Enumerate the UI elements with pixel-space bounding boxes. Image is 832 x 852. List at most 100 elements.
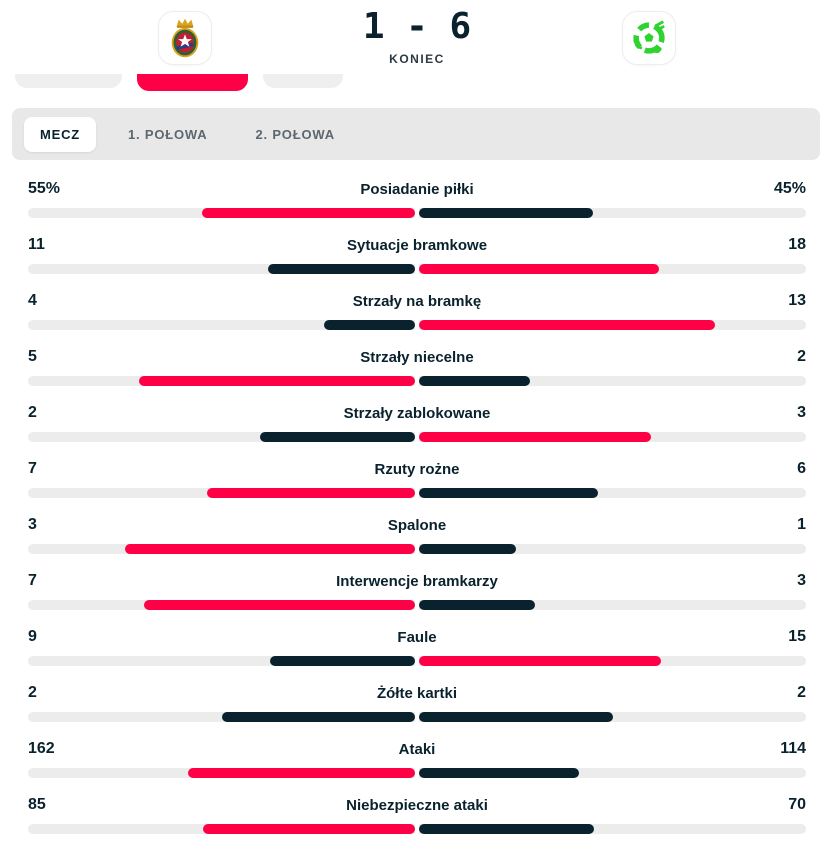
stat-label: Posiadanie piłki bbox=[360, 180, 474, 198]
green-team-crest-icon bbox=[633, 20, 665, 54]
stat-text-line: 4 Strzały na bramkę 13 bbox=[28, 290, 806, 312]
stat-label: Sytuacje bramkowe bbox=[346, 236, 488, 254]
away-bar bbox=[419, 656, 661, 666]
stat-text-line: 3 Spalone 1 bbox=[28, 514, 806, 536]
home-bar bbox=[269, 656, 415, 666]
stat-bar-track bbox=[28, 544, 806, 554]
wisla-krakow-crest-icon bbox=[171, 18, 199, 58]
away-value: 2 bbox=[797, 348, 806, 365]
stats-period-tab-bar: MECZ 1. POŁOWA 2. POŁOWA bbox=[12, 108, 820, 160]
away-bar bbox=[419, 712, 613, 722]
match-score: 1 - 6 bbox=[362, 6, 472, 47]
bar-center-gap bbox=[415, 320, 419, 330]
stat-label: Ataki bbox=[398, 740, 436, 758]
stat-bar-track bbox=[28, 768, 806, 778]
stat-row: 7 Rzuty rożne 6 bbox=[28, 458, 806, 498]
stat-text-line: 11 Sytuacje bramkowe 18 bbox=[28, 234, 806, 256]
away-bar bbox=[419, 488, 598, 498]
stat-text-line: 85 Niebezpieczne ataki 70 bbox=[28, 794, 806, 816]
away-value: 3 bbox=[797, 572, 806, 589]
stat-label: Faule bbox=[397, 628, 437, 646]
filter-chips-row bbox=[0, 74, 832, 91]
home-bar bbox=[187, 768, 415, 778]
stat-bar-track bbox=[28, 712, 806, 722]
away-bar bbox=[419, 600, 536, 610]
home-bar bbox=[221, 712, 415, 722]
filter-chip[interactable] bbox=[263, 74, 343, 88]
stat-bar-track bbox=[28, 376, 806, 386]
home-bar bbox=[268, 264, 415, 274]
away-value: 15 bbox=[788, 628, 806, 645]
home-value: 7 bbox=[28, 460, 37, 477]
home-value: 9 bbox=[28, 628, 37, 645]
home-team-logo[interactable] bbox=[159, 12, 211, 64]
away-bar bbox=[419, 768, 579, 778]
stat-row: 85 Niebezpieczne ataki 70 bbox=[28, 794, 806, 834]
score-block: 1 - 6 KONIEC bbox=[211, 0, 623, 67]
home-value: 3 bbox=[28, 516, 37, 533]
tab-1-polowa[interactable]: 1. POŁOWA bbox=[112, 117, 223, 152]
stat-label: Spalone bbox=[387, 516, 447, 534]
bar-center-gap bbox=[415, 544, 419, 554]
home-value: 85 bbox=[28, 796, 46, 813]
stat-row: 3 Spalone 1 bbox=[28, 514, 806, 554]
stat-bar-track bbox=[28, 824, 806, 834]
away-value: 2 bbox=[797, 684, 806, 701]
match-header: 1 - 6 KONIEC bbox=[0, 0, 832, 74]
away-value: 1 bbox=[797, 516, 806, 533]
away-bar bbox=[419, 208, 594, 218]
home-bar bbox=[202, 824, 415, 834]
stat-row: 162 Ataki 114 bbox=[28, 738, 806, 778]
home-bar bbox=[260, 432, 415, 442]
stat-text-line: 2 Żółte kartki 2 bbox=[28, 682, 806, 704]
bar-center-gap bbox=[415, 600, 419, 610]
stat-bar-track bbox=[28, 656, 806, 666]
stat-bar-track bbox=[28, 320, 806, 330]
home-value: 2 bbox=[28, 684, 37, 701]
away-bar bbox=[419, 376, 530, 386]
away-bar bbox=[419, 264, 660, 274]
away-value: 18 bbox=[788, 236, 806, 253]
stat-row: 11 Sytuacje bramkowe 18 bbox=[28, 234, 806, 274]
stat-bar-track bbox=[28, 600, 806, 610]
stat-row: 7 Interwencje bramkarzy 3 bbox=[28, 570, 806, 610]
stats-list: 55% Posiadanie piłki 45% 11 Sytuacje bra… bbox=[0, 160, 832, 834]
away-bar bbox=[419, 432, 652, 442]
stat-bar-track bbox=[28, 488, 806, 498]
away-value: 6 bbox=[797, 460, 806, 477]
bar-center-gap bbox=[415, 768, 419, 778]
bar-center-gap bbox=[415, 824, 419, 834]
stat-text-line: 55% Posiadanie piłki 45% bbox=[28, 178, 806, 200]
stat-text-line: 5 Strzały niecelne 2 bbox=[28, 346, 806, 368]
filter-chip[interactable] bbox=[15, 74, 122, 88]
away-value: 13 bbox=[788, 292, 806, 309]
bar-center-gap bbox=[415, 376, 419, 386]
away-value: 114 bbox=[780, 740, 806, 757]
bar-center-gap bbox=[415, 264, 419, 274]
stat-label: Strzały na bramkę bbox=[352, 292, 482, 310]
stat-label: Strzały niecelne bbox=[360, 348, 474, 366]
away-bar bbox=[419, 320, 715, 330]
home-bar bbox=[124, 544, 415, 554]
stat-row: 2 Żółte kartki 2 bbox=[28, 682, 806, 722]
tab-2-polowa[interactable]: 2. POŁOWA bbox=[239, 117, 350, 152]
bar-center-gap bbox=[415, 208, 419, 218]
away-value: 3 bbox=[797, 404, 806, 421]
away-team-logo[interactable] bbox=[623, 12, 675, 64]
stat-text-line: 2 Strzały zablokowane 3 bbox=[28, 402, 806, 424]
stat-bar-track bbox=[28, 208, 806, 218]
match-status: KONIEC bbox=[389, 52, 445, 66]
stat-text-line: 9 Faule 15 bbox=[28, 626, 806, 648]
home-value: 4 bbox=[28, 292, 37, 309]
home-bar bbox=[323, 320, 415, 330]
stat-text-line: 7 Rzuty rożne 6 bbox=[28, 458, 806, 480]
home-bar bbox=[144, 600, 415, 610]
bar-center-gap bbox=[415, 656, 419, 666]
filter-chip-active[interactable] bbox=[137, 74, 248, 91]
bar-center-gap bbox=[415, 432, 419, 442]
stat-row: 5 Strzały niecelne 2 bbox=[28, 346, 806, 386]
home-value: 2 bbox=[28, 404, 37, 421]
stat-label: Strzały zablokowane bbox=[343, 404, 491, 422]
tab-mecz[interactable]: MECZ bbox=[24, 116, 97, 152]
away-value: 70 bbox=[788, 796, 806, 813]
